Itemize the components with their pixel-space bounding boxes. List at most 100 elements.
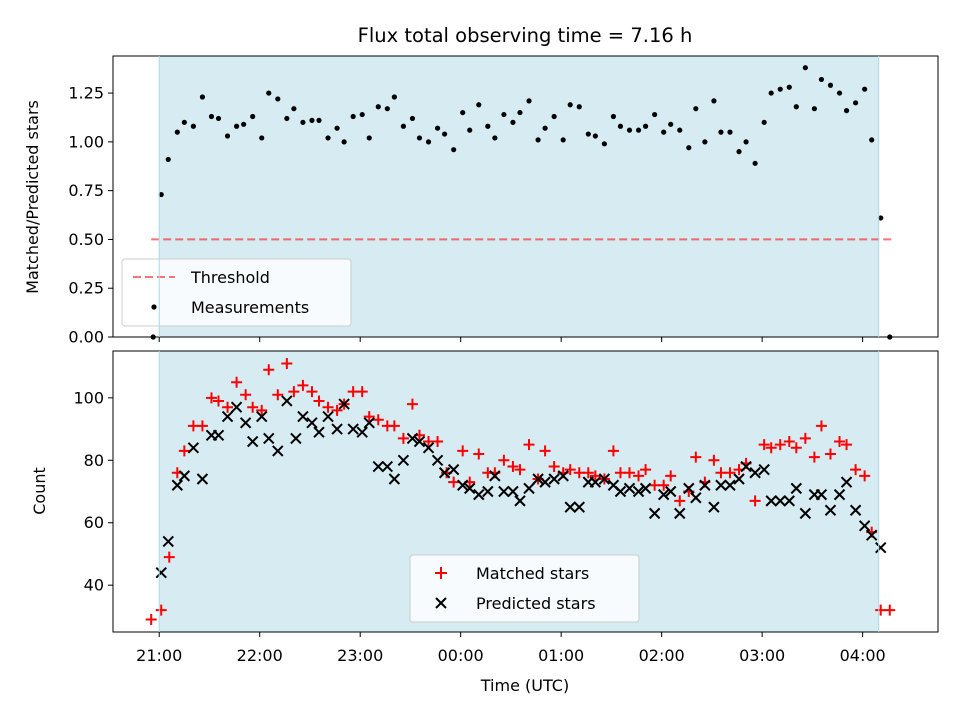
measurements-legend-swatch (151, 304, 157, 310)
bottom-y-tick-label: 100 (73, 388, 104, 407)
measurement-point (451, 147, 457, 153)
measurement-point (661, 129, 667, 135)
predicted-star-point (230, 401, 243, 413)
matched-star-point (313, 395, 325, 407)
predicted-star-point (464, 482, 476, 495)
matched-star-point (564, 464, 576, 476)
predicted-star-point (639, 482, 652, 495)
measurement-point (501, 111, 507, 118)
measurement-point (585, 131, 591, 137)
matched-star-point (457, 445, 469, 457)
predicted-star-point (388, 473, 401, 485)
matched-star-point (539, 445, 551, 457)
bottom-x-tick-label: 03:00 (739, 646, 785, 665)
top-x-axis-ticks (158, 337, 864, 342)
measurement-point (802, 65, 808, 71)
measurement-point (878, 215, 884, 221)
predicted-star-point (683, 482, 695, 495)
matched-star-point (281, 357, 293, 369)
measurement-point (862, 86, 868, 92)
measurement-point (224, 133, 231, 139)
threshold-legend-label: Threshold (190, 268, 270, 287)
matched-star-point (749, 495, 761, 507)
measurement-point (158, 191, 164, 198)
measurement-point (325, 135, 331, 141)
matched-star-point (196, 420, 208, 432)
matched-star-point (397, 432, 409, 444)
matched-star-point (859, 470, 871, 482)
predicted-star-point (833, 488, 846, 501)
measurement-point (259, 135, 265, 141)
matched-star-point (665, 470, 677, 482)
matched-star-point (213, 395, 225, 407)
matched-star-point (884, 604, 896, 616)
measurement-point (786, 84, 792, 90)
measurement-point (811, 106, 818, 112)
matched-star-point (624, 467, 636, 479)
matched-star-point (507, 461, 519, 473)
matched-star-point (674, 495, 686, 507)
predicted-star-point (297, 410, 309, 423)
measurement-point (869, 137, 875, 143)
predicted-star-point (539, 476, 551, 488)
measurement-point (827, 82, 834, 88)
measurement-point (391, 94, 397, 100)
bottom-y-tick-label: 40 (84, 576, 104, 595)
matched-star-point (824, 448, 836, 460)
predicted-star-point (514, 495, 526, 507)
measurement-point (777, 86, 783, 92)
top-y-tick-label: 0.75 (68, 181, 104, 200)
predicted-star-point (263, 432, 275, 445)
top-y-tick-label: 1.00 (68, 132, 104, 151)
predicted-star-point (438, 467, 451, 479)
predicted-star-point (749, 467, 761, 479)
measurement-point (434, 125, 441, 131)
measurement-point (208, 113, 215, 120)
measurement-point (190, 123, 196, 129)
measurement-point (702, 139, 708, 145)
bottom-x-tick-label: 21:00 (136, 646, 182, 665)
measurement-point (375, 104, 381, 110)
matched-star-point (708, 454, 720, 466)
matched-star-point (256, 404, 268, 416)
predicted-star-point (724, 479, 736, 491)
matched-star-point (297, 379, 309, 391)
measurement-point (165, 156, 171, 163)
matched-star-point (155, 604, 167, 616)
bottom-axes-frame (112, 350, 939, 633)
predicted-stars-series (155, 395, 887, 579)
predicted-star-point (623, 482, 636, 495)
predicted-star-point (733, 473, 745, 485)
matched-star-point (448, 476, 460, 488)
top-legend: Threshold Measurements (121, 258, 352, 327)
matched-star-point (247, 401, 259, 413)
matched-star-point (815, 420, 827, 432)
predicted-star-point (221, 410, 234, 423)
predicted-star-point (573, 501, 585, 513)
predicted-star-point (674, 507, 686, 520)
measurement-point (686, 145, 692, 151)
bottom-y-tick-label: 80 (84, 451, 104, 470)
matched-star-point (231, 376, 243, 388)
predicted-star-point (523, 482, 535, 495)
matched-star-point (765, 442, 777, 454)
predicted-star-point (162, 535, 174, 548)
predicted-star-point (758, 463, 770, 476)
predicted-star-point (865, 529, 878, 541)
predicted-star-point (498, 485, 510, 498)
matched-star-point (272, 389, 284, 401)
top-y-tick-label: 1.25 (68, 84, 104, 103)
matched-star-point (841, 439, 853, 451)
matched-star-point (288, 386, 300, 398)
predicted-star-point (708, 501, 720, 513)
matched-star-point (834, 436, 846, 448)
measurement-point (334, 125, 340, 131)
predicted-star-point (171, 479, 184, 491)
measurement-point (736, 149, 742, 155)
measurement-point (743, 139, 749, 145)
bottom-y-axis-label: Count (30, 467, 49, 515)
measurement-point (359, 111, 365, 118)
predicted-star-point (473, 488, 485, 501)
measurement-point (275, 96, 281, 102)
measurement-point (476, 102, 482, 108)
